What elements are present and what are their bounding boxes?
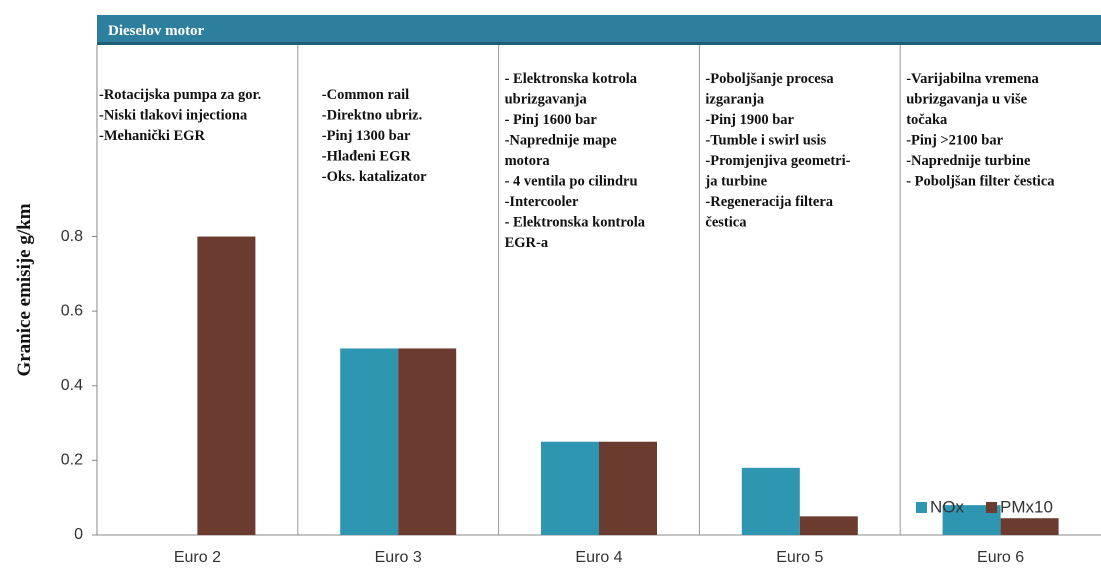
annotation-line: motora [505,153,551,169]
y-tick-label: 0.2 [61,452,83,469]
bar [541,441,599,535]
x-tick-label: Euro 6 [977,549,1024,566]
y-axis-label: Granice emisije g/km [14,203,35,376]
bar [340,348,399,535]
annotation-line: ja turbine [704,174,767,190]
legend-swatch [986,502,997,513]
annotation-line: -Pinj 1900 bar [705,112,794,128]
annotation-line: - Elektronska kontrola [505,215,646,231]
bar [799,516,858,535]
annotation-line: - Pinj 1600 bar [505,112,598,128]
annotation-line: -Regeneracija filtera [705,194,833,210]
annotation-line: čestica [705,215,747,231]
legend-label: NOx [930,497,965,516]
chart-title: Dieselov motor [108,23,205,39]
annotation-line: -Oks. katalizator [322,169,427,185]
header-edge [97,42,1101,45]
bar [1000,518,1059,535]
annotation-line: -Pinj 1300 bar [322,128,411,144]
annotation-line: -Common rail [322,87,409,103]
annotation-line: -Pinj >2100 bar [906,133,1003,149]
annotation-line: -Varijabilna vremena [906,71,1039,87]
x-tick-label: Euro 2 [174,549,221,566]
annotation-line: - Elektronska kotrola [505,71,638,87]
annotation-line: - 4 ventila po cilindru [505,174,638,190]
bar [599,441,657,535]
annotation-line: točaka [906,112,948,128]
annotation-line: - Poboljšan filter čestica [906,174,1055,190]
legend-swatch [916,502,927,513]
bar [197,236,256,536]
y-tick-label: 0.8 [61,228,83,245]
annotation-line: -Naprednije mape [505,133,618,149]
bar [398,348,457,535]
annotation-line: -Naprednije turbine [906,153,1031,169]
annotation-line: izgaranja [705,92,765,108]
annotation-line: -Poboljšanje procesa [705,71,834,87]
header-bar [97,15,1101,45]
x-tick-label: Euro 4 [575,549,622,566]
annotation-line: -Rotacijska pumpa za gor. [99,87,261,103]
legend-label: PMx10 [1000,497,1053,516]
annotation-line: -Promjenjiva geometri- [705,153,850,169]
annotation-line: -Niski tlakovi injectiona [99,108,248,124]
annotation-line: ubrizgavanja u više [906,92,1027,108]
annotation-line: -Hlađeni EGR [322,149,412,165]
annotation-line: -Direktno ubriz. [322,108,422,124]
annotation-line: -Mehanički EGR [99,128,205,144]
annotation-line: EGR-a [505,235,549,251]
y-tick-label: 0.4 [61,377,83,394]
y-tick-label: 0.6 [61,302,83,319]
x-tick-label: Euro 5 [776,549,823,566]
annotation-line: ubrizgavanja [505,92,588,108]
annotation-line: -Tumble i swirl usis [705,133,826,149]
y-tick-label: 0 [74,526,83,543]
bar [741,467,800,535]
x-tick-label: Euro 3 [375,549,422,566]
annotation-line: -Intercooler [505,194,579,210]
